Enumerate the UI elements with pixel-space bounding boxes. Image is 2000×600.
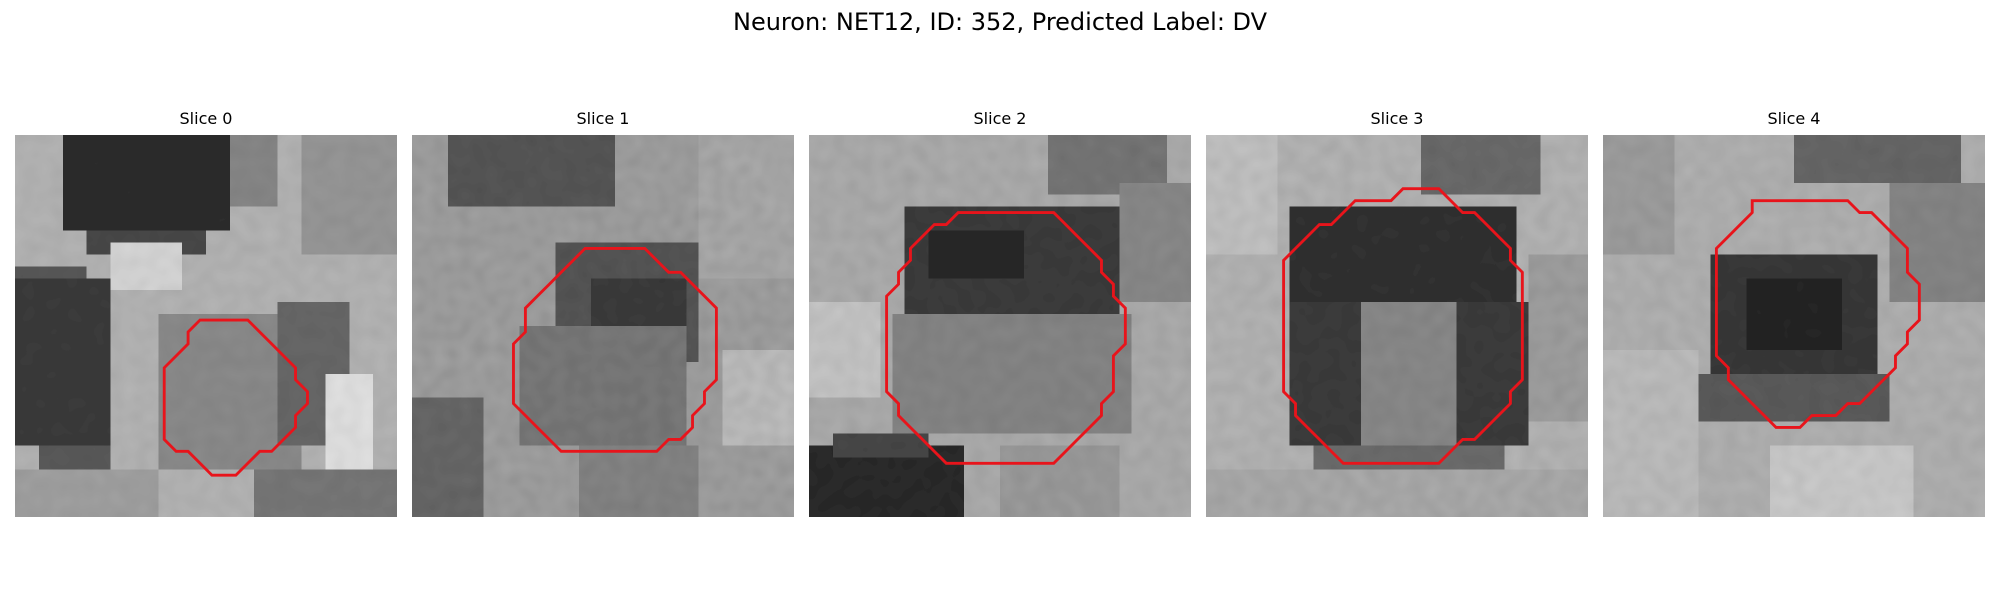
slice-panel-2: Slice 2 [809,108,1191,517]
roi-outline-0 [162,318,309,477]
roi-outline-4 [1714,199,1921,429]
figure-title: Neuron: NET12, ID: 352, Predicted Label:… [732,8,1268,36]
slice-title-2: Slice 2 [973,109,1027,128]
slice-3-image [1206,135,1588,517]
slice-title-1: Slice 1 [576,109,630,128]
slice-title-0: Slice 0 [179,109,233,128]
slice-panel-3: Slice 3 [1206,108,1588,517]
roi-outline-3 [1282,187,1524,465]
slice-1-image [412,135,794,517]
slice-title-3: Slice 3 [1370,109,1424,128]
slice-panel-4: Slice 4 [1603,108,1985,517]
roi-outline-2 [885,211,1127,465]
slice-title-4: Slice 4 [1767,109,1821,128]
slice-panel-0: Slice 0 [15,108,397,517]
slice-2-image [809,135,1191,517]
roi-outline-1 [512,246,718,453]
slice-panel-1: Slice 1 [412,108,794,517]
slice-4-image [1603,135,1985,517]
slice-0-image [15,135,397,517]
